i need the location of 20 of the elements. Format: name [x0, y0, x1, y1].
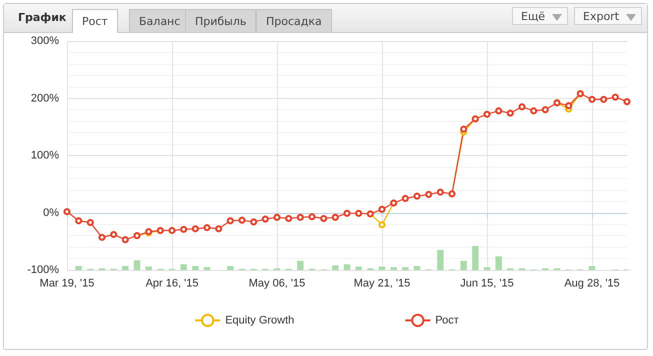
x-tick-label: Aug 28, '15 [564, 278, 620, 290]
x-tick-label: May 21, '15 [354, 278, 410, 290]
text: Export [574, 7, 642, 25]
text: Ещё [512, 7, 568, 25]
y-tick-label: 0% [43, 206, 60, 219]
x-tick-label: May 06, '15 [248, 278, 306, 290]
chart-title: График [18, 11, 66, 24]
text: Баланс [129, 9, 190, 32]
text: Рост [72, 9, 118, 33]
text: Просадка [256, 9, 332, 32]
x-tick-label: Mar 19, '15 [40, 278, 94, 290]
x-tick-label: Jun 15, '15 [460, 278, 514, 290]
legend-label: Equity Growth [225, 314, 294, 326]
legend-label: Рост [435, 314, 459, 326]
y-tick-label: -100% [27, 264, 60, 276]
y-tick-label: 100% [30, 150, 60, 162]
x-tick-label: Apr 16, '15 [146, 278, 198, 290]
text: Прибыль [185, 9, 256, 32]
y-tick-label: 200% [30, 92, 60, 104]
y-tick-label: 300% [30, 35, 60, 47]
